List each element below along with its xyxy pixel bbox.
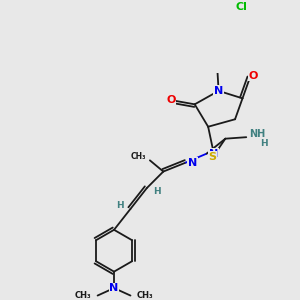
Text: N: N (110, 283, 119, 293)
Text: H: H (116, 201, 124, 210)
Text: O: O (248, 71, 258, 81)
Text: N: N (209, 148, 218, 159)
Text: H: H (260, 139, 267, 148)
Text: NH: NH (249, 129, 266, 139)
Text: H: H (154, 187, 161, 196)
Text: CH₃: CH₃ (75, 291, 92, 300)
Text: O: O (166, 95, 176, 105)
Text: Cl: Cl (235, 2, 247, 12)
Text: N: N (188, 158, 197, 168)
Text: N: N (214, 86, 223, 96)
Text: S: S (208, 152, 217, 162)
Text: CH₃: CH₃ (136, 291, 153, 300)
Text: CH₃: CH₃ (131, 152, 146, 161)
